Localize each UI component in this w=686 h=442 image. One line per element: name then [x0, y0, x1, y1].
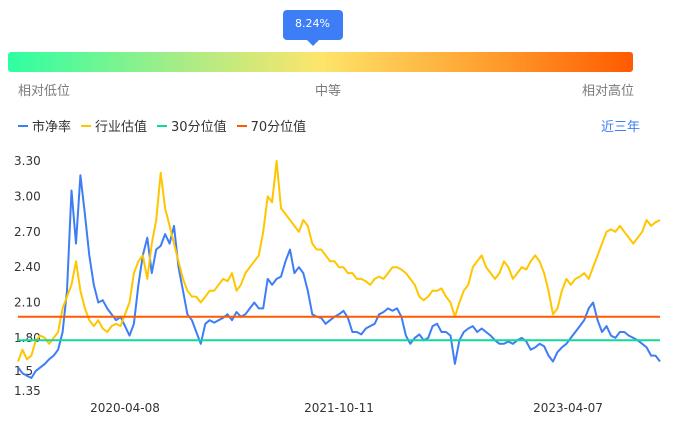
- valuation-gauge: 8.24% 相对低位 中等 相对高位: [0, 0, 686, 100]
- y-tick-label: 1.5: [14, 364, 33, 378]
- legend-item-p30[interactable]: 30分位值: [157, 116, 227, 135]
- x-tick-label: 2021-10-11: [304, 401, 374, 415]
- chart-legend: 市净率 行业估值 30分位值 70分位值: [18, 116, 306, 135]
- y-tick-label: 3.30: [14, 154, 41, 168]
- legend-swatch: [236, 124, 247, 127]
- legend-swatch: [157, 124, 168, 127]
- gauge-high-label: 相对高位: [582, 84, 635, 99]
- y-tick-label: 1.35: [14, 384, 41, 398]
- period-selector-button[interactable]: 近三年: [600, 120, 640, 135]
- gauge-low-label: 相对低位: [18, 84, 71, 99]
- legend-item-pb[interactable]: 市净率: [18, 116, 71, 135]
- y-tick-label: 1.80: [14, 331, 41, 345]
- y-tick-label: 3.00: [14, 189, 41, 203]
- x-tick-label: 2020-04-08: [90, 401, 160, 415]
- gauge-gradient-bar: [8, 52, 633, 72]
- legend-swatch: [81, 124, 92, 127]
- gauge-value-tooltip: 8.24%: [282, 10, 343, 46]
- x-tick-label: 2023-04-07: [533, 401, 603, 415]
- y-tick-label: 2.10: [14, 296, 41, 310]
- legend-swatch: [18, 124, 28, 127]
- series-line-0: [17, 174, 661, 379]
- y-tick-label: 2.70: [14, 225, 41, 239]
- gauge-mid-label: 中等: [315, 84, 342, 99]
- legend-label: 70分位值: [250, 120, 307, 135]
- legend-label: 行业估值: [95, 120, 148, 135]
- legend-label: 市净率: [32, 120, 72, 135]
- valuation-line-chart: 3.30 3.00 2.70 2.40 2.10 1.80 1.5 1.35 2020-04-0…: [14, 154, 661, 415]
- legend-label: 30分位值: [171, 120, 227, 135]
- series-line-1: [17, 160, 661, 362]
- y-tick-label: 2.40: [14, 260, 41, 274]
- legend-item-p70[interactable]: 70分位值: [236, 116, 307, 135]
- legend-item-industry[interactable]: 行业估值: [81, 116, 147, 135]
